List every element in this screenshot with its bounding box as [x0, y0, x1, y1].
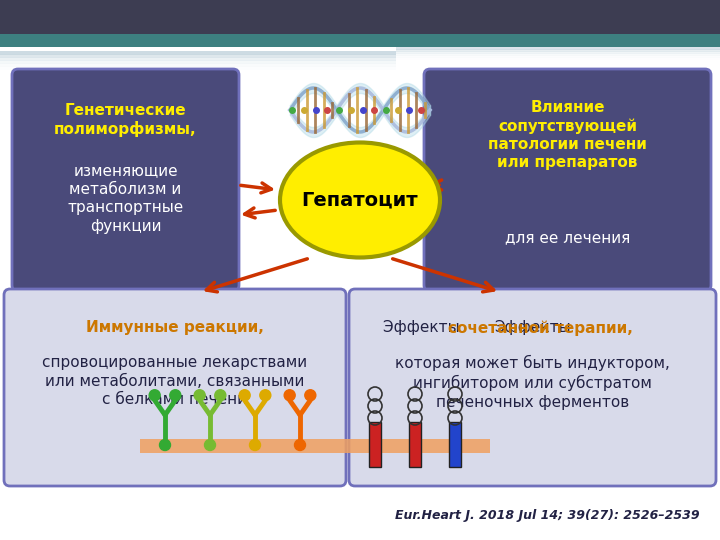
Bar [0, 54, 396, 58]
Circle shape [149, 390, 160, 401]
Circle shape [215, 390, 226, 401]
Bar [140, 439, 490, 453]
Text: Гепатоцит: Гепатоцит [302, 191, 418, 210]
Circle shape [160, 440, 171, 450]
Bar [396, 55, 720, 58]
Text: Эффекты: Эффекты [494, 320, 571, 335]
Text: сочетанной терапии,: сочетанной терапии, [448, 320, 633, 335]
Bar [0, 0, 720, 35]
FancyBboxPatch shape [349, 289, 716, 486]
Bar [396, 47, 720, 50]
Bar [396, 51, 720, 54]
Circle shape [204, 440, 215, 450]
Bar [396, 49, 720, 52]
Bar [0, 51, 396, 55]
Bar [409, 422, 421, 467]
Circle shape [194, 390, 205, 401]
Circle shape [239, 390, 250, 401]
Circle shape [284, 390, 295, 401]
Bar [449, 422, 461, 467]
Ellipse shape [280, 143, 440, 258]
Text: Влияние
сопутствующей
патологии печени
или препаратов: Влияние сопутствующей патологии печени и… [488, 100, 647, 170]
Bar [369, 422, 381, 467]
Text: Генетические
полиморфизмы,: Генетические полиморфизмы, [54, 103, 197, 137]
Text: Эффекты: Эффекты [383, 320, 464, 335]
FancyBboxPatch shape [4, 289, 346, 486]
Text: которая может быть индуктором,
ингибитором или субстратом
печеночных ферментов: которая может быть индуктором, ингибитор… [395, 355, 670, 410]
FancyBboxPatch shape [424, 69, 711, 291]
Bar [0, 60, 396, 64]
Circle shape [294, 440, 305, 450]
Text: Eur.Heart J. 2018 Jul 14; 39(27): 2526–2539: Eur.Heart J. 2018 Jul 14; 39(27): 2526–2… [395, 509, 700, 522]
Circle shape [170, 390, 181, 401]
Text: спровоцированные лекарствами
или метаболитами, связанными
с белками печени: спровоцированные лекарствами или метабол… [42, 355, 307, 407]
Circle shape [260, 390, 271, 401]
Circle shape [305, 390, 316, 401]
Text: Иммунные реакции,: Иммунные реакции, [86, 320, 264, 335]
Bar [0, 57, 396, 61]
Bar [396, 53, 720, 56]
Text: для ее лечения: для ее лечения [505, 230, 630, 245]
Text: изменяющие
метаболизм и
транспортные
функции: изменяющие метаболизм и транспортные фун… [68, 163, 184, 234]
Bar [0, 66, 396, 70]
FancyBboxPatch shape [12, 69, 239, 291]
Bar [0, 63, 396, 67]
Bar [396, 57, 720, 60]
Circle shape [250, 440, 261, 450]
Bar [0, 34, 720, 47]
